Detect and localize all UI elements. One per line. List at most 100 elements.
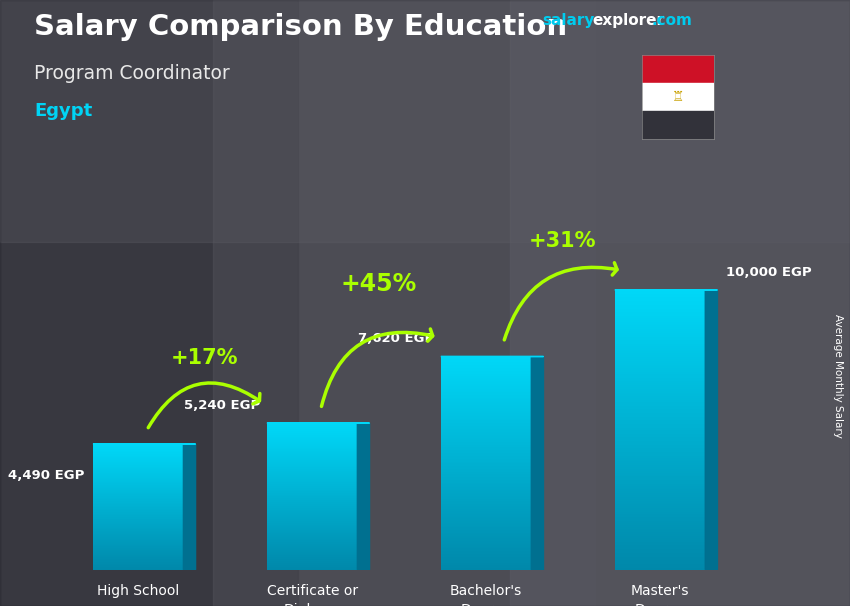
Bar — [441, 405, 531, 406]
Bar — [93, 563, 184, 564]
Bar — [615, 388, 706, 391]
Bar — [267, 474, 357, 475]
Bar — [441, 523, 531, 524]
Bar — [441, 550, 531, 551]
Bar — [93, 462, 184, 464]
Bar — [93, 513, 184, 514]
Bar — [615, 374, 706, 376]
Bar — [615, 506, 706, 508]
Bar — [93, 495, 184, 496]
Bar — [441, 516, 531, 517]
Text: 10,000 EGP: 10,000 EGP — [726, 266, 812, 279]
Text: Egypt: Egypt — [34, 102, 93, 120]
Text: +45%: +45% — [340, 271, 416, 296]
Bar — [441, 511, 531, 513]
Bar — [93, 486, 184, 487]
Bar — [615, 447, 706, 448]
Bar — [642, 55, 714, 83]
Bar — [93, 525, 184, 526]
Bar — [615, 568, 706, 570]
Bar — [441, 396, 531, 398]
Bar — [441, 551, 531, 553]
Bar — [615, 379, 706, 381]
Bar — [93, 524, 184, 525]
Bar — [267, 565, 357, 566]
Bar — [441, 376, 531, 378]
Bar — [615, 452, 706, 454]
Bar — [267, 517, 357, 518]
Bar — [441, 398, 531, 399]
Bar — [441, 503, 531, 504]
Bar — [267, 460, 357, 461]
Bar — [93, 471, 184, 473]
Bar — [615, 357, 706, 359]
Bar — [441, 419, 531, 421]
Bar — [615, 473, 706, 474]
Bar — [93, 450, 184, 451]
Bar — [615, 364, 706, 367]
Bar — [615, 307, 706, 308]
Bar — [267, 536, 357, 538]
Bar — [441, 464, 531, 466]
Polygon shape — [531, 356, 543, 570]
Bar — [267, 553, 357, 554]
Bar — [267, 504, 357, 505]
Bar — [441, 544, 531, 545]
Bar — [441, 541, 531, 542]
Bar — [441, 560, 531, 561]
Bar — [93, 489, 184, 490]
Bar — [267, 434, 357, 435]
Bar — [615, 450, 706, 452]
Bar — [267, 454, 357, 455]
Bar — [267, 531, 357, 533]
Bar — [93, 522, 184, 523]
Bar — [441, 443, 531, 445]
Bar — [441, 401, 531, 402]
Bar — [441, 527, 531, 528]
Bar — [93, 521, 184, 522]
Bar — [267, 530, 357, 531]
Bar — [615, 385, 706, 387]
Bar — [267, 439, 357, 440]
Bar — [93, 449, 184, 450]
Bar — [441, 468, 531, 470]
Bar — [441, 454, 531, 456]
Text: 4,490 EGP: 4,490 EGP — [8, 469, 84, 482]
Bar — [267, 539, 357, 541]
Bar — [267, 550, 357, 551]
Bar — [267, 564, 357, 565]
Bar — [615, 491, 706, 493]
Bar — [615, 469, 706, 471]
Bar — [267, 511, 357, 512]
Bar — [267, 527, 357, 528]
Bar — [615, 370, 706, 372]
Bar — [441, 368, 531, 369]
Bar — [267, 461, 357, 462]
Bar — [441, 476, 531, 478]
Bar — [615, 545, 706, 547]
Bar — [615, 485, 706, 488]
Bar — [267, 466, 357, 467]
Bar — [93, 481, 184, 482]
Bar — [615, 523, 706, 525]
Bar — [615, 435, 706, 438]
Bar — [441, 375, 531, 376]
Bar — [615, 478, 706, 480]
Bar — [93, 552, 184, 553]
Bar — [267, 427, 357, 428]
Bar — [93, 514, 184, 515]
Bar — [441, 494, 531, 496]
Bar — [93, 515, 184, 516]
Bar — [93, 505, 184, 506]
Bar — [441, 450, 531, 451]
Bar — [267, 442, 357, 444]
Bar — [441, 379, 531, 381]
Bar — [441, 438, 531, 439]
Bar — [267, 533, 357, 534]
Bar — [441, 406, 531, 408]
Bar — [441, 359, 531, 361]
Bar — [441, 491, 531, 493]
Bar — [441, 391, 531, 392]
Bar — [93, 508, 184, 510]
Bar — [0, 0, 298, 606]
